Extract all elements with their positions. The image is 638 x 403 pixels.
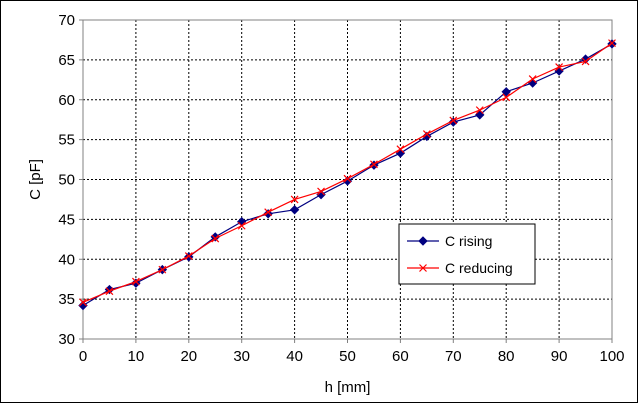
marker-stroke (158, 265, 167, 274)
marker-stroke (528, 75, 537, 83)
legend: C rising C reducing (398, 223, 536, 285)
marker-stroke (608, 39, 616, 48)
data-point (289, 205, 300, 215)
data-point (264, 208, 273, 217)
data-point (131, 277, 140, 286)
marker-stroke (396, 145, 405, 154)
data-point (396, 145, 405, 154)
data-point (501, 87, 511, 97)
x-tick-label: 60 (392, 348, 409, 365)
x-tick-label: 30 (233, 348, 250, 365)
marker-stroke (290, 195, 299, 204)
x-tick-label: 70 (445, 348, 462, 365)
y-tick-label: 70 (58, 12, 75, 29)
marker-stroke (211, 234, 220, 243)
x-tick-label: 0 (79, 348, 87, 365)
legend-entry: C rising (407, 233, 492, 249)
x-tick-label: 50 (339, 348, 356, 365)
data-point (418, 236, 428, 246)
y-tick-label: 50 (58, 172, 75, 189)
series-layer (78, 39, 617, 311)
data-point (528, 75, 537, 83)
marker-stroke (264, 208, 273, 217)
data-point (475, 106, 484, 115)
data-point (608, 39, 616, 48)
marker-stroke (475, 106, 484, 115)
y-tick-label: 30 (58, 331, 75, 348)
series-c-reducing (79, 39, 616, 307)
marker-stroke (79, 298, 87, 307)
y-tick-label: 60 (58, 92, 75, 109)
legend-box (398, 223, 536, 285)
data-point (580, 54, 591, 64)
data-point (317, 187, 325, 196)
marker-stroke (502, 93, 511, 102)
legend-items: C rising C reducing (407, 233, 513, 276)
data-point (370, 160, 378, 169)
marker-stroke (317, 187, 325, 196)
x-tick-label: 90 (551, 348, 568, 365)
marker-stroke (581, 57, 590, 66)
marker-stroke (555, 63, 564, 71)
marker-stroke (343, 174, 352, 183)
data-point (184, 252, 193, 260)
legend-entry: C reducing (407, 260, 513, 276)
marker-stroke (422, 130, 431, 138)
data-point (79, 298, 87, 307)
legend-label: C rising (445, 233, 492, 249)
x-tick-label: 10 (128, 348, 145, 365)
data-point (158, 265, 167, 274)
x-tick-label: 40 (286, 348, 303, 365)
y-tick-label: 40 (58, 251, 75, 268)
data-point (502, 93, 511, 102)
data-point (419, 264, 427, 272)
legend-label: C reducing (445, 260, 513, 276)
data-point (449, 116, 458, 125)
x-tick-label: 20 (180, 348, 197, 365)
data-point (422, 130, 431, 138)
y-tick-label: 45 (58, 211, 75, 228)
data-point (555, 63, 564, 71)
x-axis-label: h [mm] (325, 379, 371, 396)
data-point (581, 57, 590, 66)
marker-stroke (449, 116, 458, 125)
data-point (105, 287, 114, 296)
data-point (290, 195, 299, 204)
marker-stroke (419, 264, 427, 272)
marker-stroke (105, 287, 114, 296)
data-point (237, 221, 246, 230)
marker-stroke (370, 160, 378, 169)
y-tick-label: 65 (58, 52, 75, 69)
y-axis-ticks: 30 35 40 45 50 55 60 65 70 (58, 12, 83, 348)
data-point (343, 174, 352, 183)
y-tick-label: 55 (58, 132, 75, 149)
y-tick-label: 35 (58, 291, 75, 308)
marker-stroke (237, 221, 246, 230)
x-axis-ticks: 0 10 20 30 40 50 60 70 80 90 100 (79, 339, 625, 365)
marker-stroke (184, 252, 193, 260)
y-axis-label: C [pF] (27, 159, 44, 200)
x-tick-label: 100 (599, 348, 624, 365)
x-tick-label: 80 (498, 348, 515, 365)
data-point (211, 234, 220, 243)
marker-stroke (131, 277, 140, 286)
